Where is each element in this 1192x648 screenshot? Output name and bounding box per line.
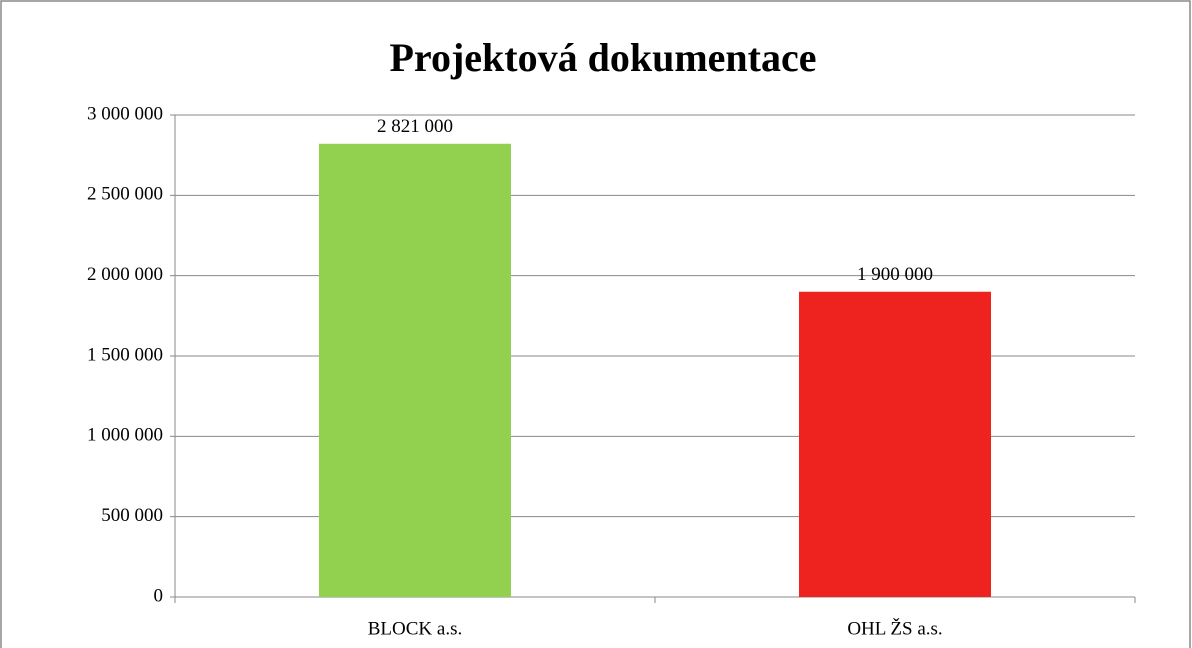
- x-tick-label: BLOCK a.s.: [368, 618, 462, 639]
- y-tick-label: 2 500 000: [87, 184, 163, 205]
- y-tick-label: 3 000 000: [87, 103, 163, 124]
- y-tick-label: 1 500 000: [87, 344, 163, 365]
- y-tick-label: 2 000 000: [87, 264, 163, 285]
- bar: [319, 143, 511, 597]
- data-label: 2 821 000: [377, 116, 453, 137]
- y-tick-label: 1 000 000: [87, 425, 163, 446]
- data-label: 1 900 000: [857, 264, 933, 285]
- y-tick-label: 0: [154, 585, 164, 606]
- x-tick-label: OHL ŽS a.s.: [847, 617, 942, 639]
- bar: [799, 291, 991, 597]
- chart-title: Projektová dokumentace: [390, 35, 817, 80]
- y-tick-label: 500 000: [101, 505, 163, 526]
